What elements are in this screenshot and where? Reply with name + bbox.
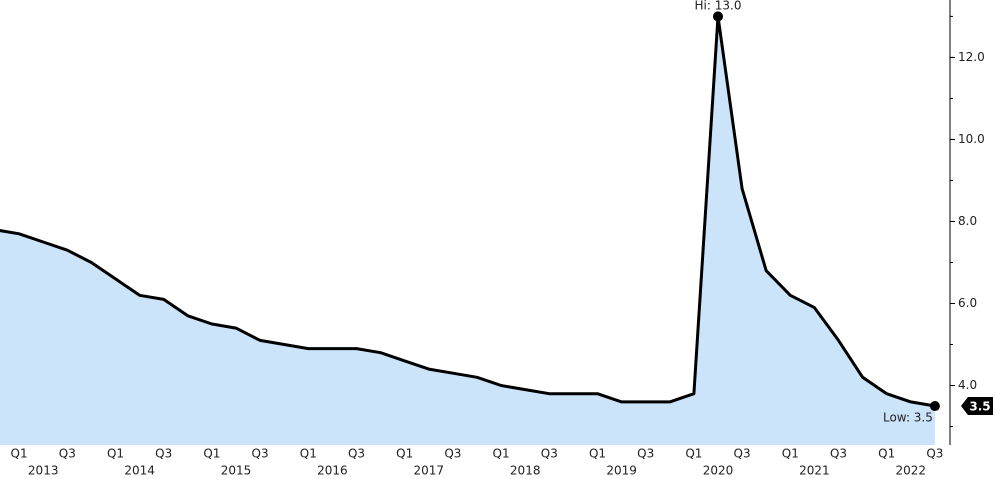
x-tick-label: Q1 — [107, 447, 124, 461]
x-year-label: 2017 — [414, 464, 445, 478]
y-tick-label: 8.0 — [958, 214, 977, 228]
x-year-label: 2019 — [606, 464, 637, 478]
x-tick-label: Q1 — [782, 447, 799, 461]
x-year-label: 2018 — [510, 464, 541, 478]
line — [0, 14, 936, 408]
x-year-label: 2014 — [124, 464, 155, 478]
x-tick-label: Q1 — [203, 447, 220, 461]
x-tick-label: Q3 — [734, 447, 751, 461]
hi-marker — [713, 11, 723, 22]
x-tick-label: Q3 — [444, 447, 461, 461]
area-fill — [0, 16, 935, 445]
x-tick-label: Q1 — [878, 447, 895, 461]
x-tick-label: Q3 — [637, 447, 654, 461]
hi-label: Hi: 13.0 — [695, 0, 742, 13]
x-year-label: 2015 — [221, 464, 252, 478]
y-tick-label: 4.0 — [958, 378, 977, 392]
y-tick-label: 12.0 — [958, 50, 985, 64]
x-tick-label: Q3 — [830, 447, 847, 461]
x-tick-label: Q3 — [926, 447, 943, 461]
x-tick-label: Q3 — [252, 447, 269, 461]
x-tick-label: Q1 — [589, 447, 606, 461]
x-year-label: 2022 — [896, 464, 927, 478]
x-year-label: 2020 — [703, 464, 734, 478]
y-tick-label: 10.0 — [958, 132, 985, 146]
last-value-label: 3.5 — [969, 400, 990, 414]
x-tick-label: Q1 — [493, 447, 510, 461]
x-tick-label: Q1 — [685, 447, 702, 461]
x-tick-label: Q3 — [541, 447, 558, 461]
x-year-label: 2013 — [28, 464, 59, 478]
x-tick-label: Q3 — [348, 447, 365, 461]
y-tick-label: 6.0 — [958, 296, 977, 310]
x-tick-label: Q3 — [155, 447, 172, 461]
last-value-badge — [961, 397, 993, 416]
x-tick-label: Q1 — [300, 447, 317, 461]
low-marker — [929, 401, 940, 412]
x-tick-label: Q3 — [59, 447, 76, 461]
low-label: Low: 3.5 — [883, 411, 933, 425]
x-year-label: 2016 — [317, 464, 348, 478]
x-tick-label: Q1 — [11, 447, 28, 461]
x-tick-label: Q1 — [396, 447, 413, 461]
plot-area — [0, 14, 936, 445]
x-year-label: 2021 — [799, 464, 830, 478]
